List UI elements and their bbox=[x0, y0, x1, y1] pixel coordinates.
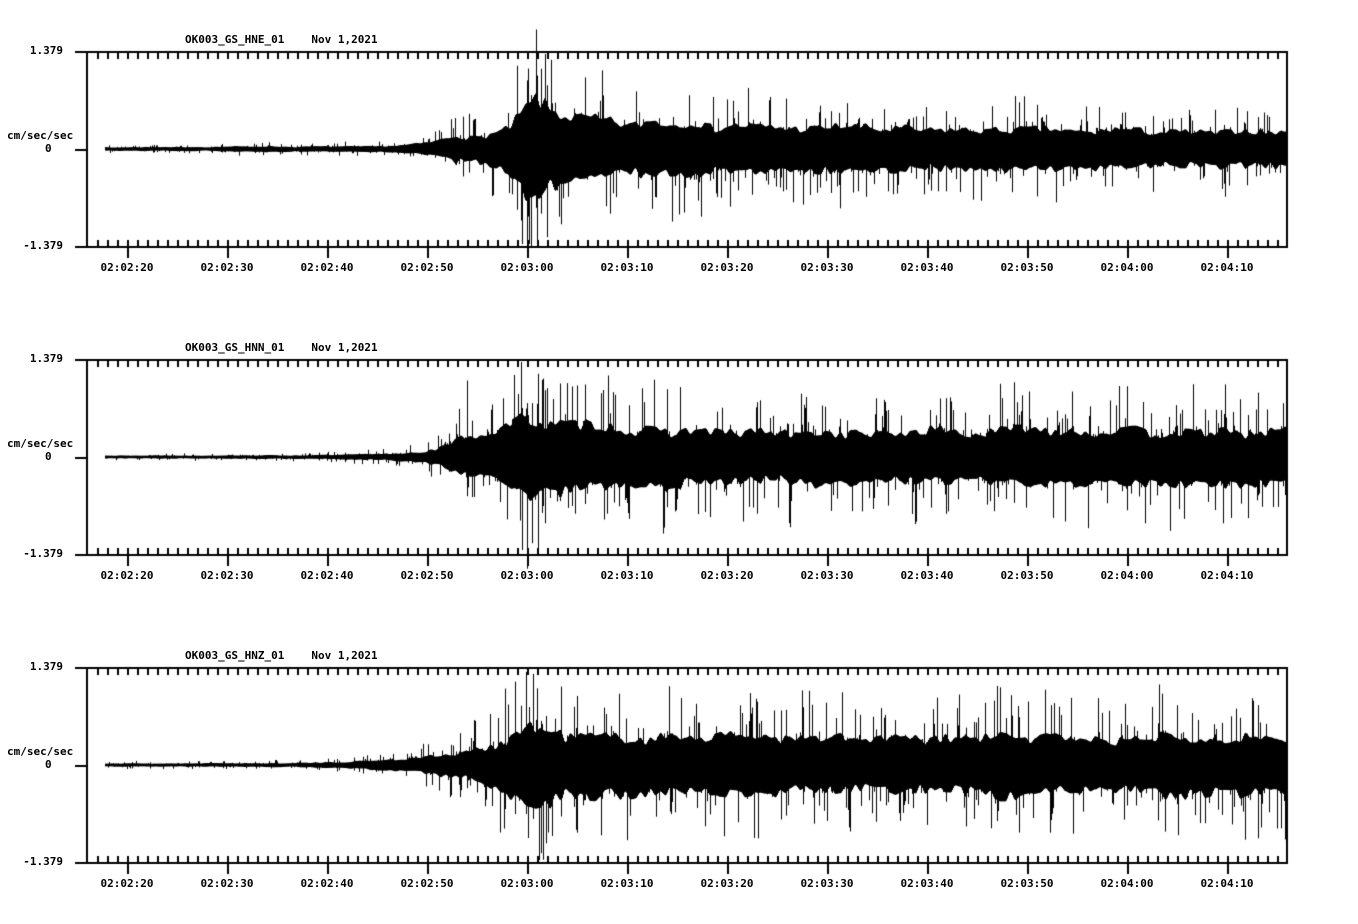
x-tick-label: 02:03:40 bbox=[900, 261, 954, 274]
station-channel-label: OK003_GS_HNE_01 bbox=[185, 33, 285, 46]
x-tick-label: 02:03:30 bbox=[800, 261, 854, 274]
x-tick-label: 02:03:20 bbox=[700, 569, 754, 582]
panel-title: OK003_GS_HNZ_01 Nov 1,2021 bbox=[185, 649, 378, 662]
date-label: Nov 1,2021 bbox=[311, 649, 378, 662]
y-axis-max-label: 1.379 bbox=[29, 352, 63, 365]
x-tick-label: 02:03:50 bbox=[1000, 569, 1054, 582]
x-tick-label: 02:04:10 bbox=[1200, 569, 1254, 582]
x-tick-label: 02:03:00 bbox=[500, 569, 554, 582]
x-tick-label: 02:04:00 bbox=[1100, 569, 1154, 582]
y-axis-zero-label: 0 bbox=[45, 142, 52, 155]
y-axis-unit-label: cm/sec/sec bbox=[7, 129, 74, 142]
x-tick-label: 02:03:40 bbox=[900, 569, 954, 582]
x-tick-label: 02:03:50 bbox=[1000, 261, 1054, 274]
y-axis-min-label: -1.379 bbox=[23, 239, 63, 252]
x-tick-label: 02:02:40 bbox=[300, 261, 354, 274]
x-tick-label: 02:03:00 bbox=[500, 877, 554, 890]
x-tick-label: 02:02:40 bbox=[300, 877, 354, 890]
x-tick-label: 02:03:10 bbox=[600, 877, 654, 890]
x-tick-label: 02:03:30 bbox=[800, 877, 854, 890]
x-tick-label: 02:02:30 bbox=[200, 569, 254, 582]
x-tick-label: 02:02:50 bbox=[400, 261, 454, 274]
x-tick-label: 02:03:20 bbox=[700, 261, 754, 274]
y-axis-zero-label: 0 bbox=[45, 758, 52, 771]
x-tick-label: 02:03:30 bbox=[800, 569, 854, 582]
x-tick-label: 02:03:20 bbox=[700, 877, 754, 890]
x-tick-label: 02:03:00 bbox=[500, 261, 554, 274]
x-tick-label: 02:02:20 bbox=[100, 569, 154, 582]
y-axis-min-label: -1.379 bbox=[23, 855, 63, 868]
x-tick-label: 02:02:20 bbox=[100, 261, 154, 274]
x-tick-label: 02:04:10 bbox=[1200, 261, 1254, 274]
x-tick-label: 02:02:30 bbox=[200, 261, 254, 274]
x-tick-label: 02:02:20 bbox=[100, 877, 154, 890]
y-axis-unit-label: cm/sec/sec bbox=[7, 437, 74, 450]
station-channel-label: OK003_GS_HNN_01 bbox=[185, 341, 285, 354]
x-tick-label: 02:03:10 bbox=[600, 261, 654, 274]
y-axis-max-label: 1.379 bbox=[29, 660, 63, 673]
y-axis-zero-label: 0 bbox=[45, 450, 52, 463]
y-axis-unit-label: cm/sec/sec bbox=[7, 745, 74, 758]
y-axis-min-label: -1.379 bbox=[23, 547, 63, 560]
panel-title: OK003_GS_HNE_01 Nov 1,2021 bbox=[185, 33, 378, 46]
x-tick-label: 02:02:50 bbox=[400, 569, 454, 582]
station-channel-label: OK003_GS_HNZ_01 bbox=[185, 649, 285, 662]
date-label: Nov 1,2021 bbox=[311, 33, 378, 46]
x-tick-label: 02:02:50 bbox=[400, 877, 454, 890]
panel-title: OK003_GS_HNN_01 Nov 1,2021 bbox=[185, 341, 378, 354]
x-tick-label: 02:03:40 bbox=[900, 877, 954, 890]
x-tick-label: 02:03:50 bbox=[1000, 877, 1054, 890]
y-axis-max-label: 1.379 bbox=[29, 44, 63, 57]
x-tick-label: 02:02:30 bbox=[200, 877, 254, 890]
x-tick-label: 02:02:40 bbox=[300, 569, 354, 582]
x-tick-label: 02:04:00 bbox=[1100, 877, 1154, 890]
x-tick-label: 02:04:00 bbox=[1100, 261, 1154, 274]
x-tick-label: 02:04:10 bbox=[1200, 877, 1254, 890]
x-tick-label: 02:03:10 bbox=[600, 569, 654, 582]
date-label: Nov 1,2021 bbox=[311, 341, 378, 354]
